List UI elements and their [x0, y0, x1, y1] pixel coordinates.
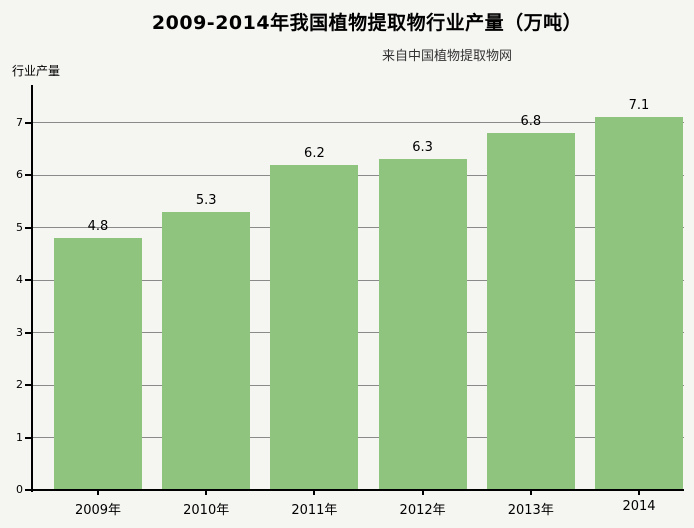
chart-title: 2009-2014年我国植物提取物行业产量（万吨） [151, 12, 583, 34]
bar [270, 164, 359, 490]
x-axis-tick [638, 490, 640, 495]
x-category-label: 2013年 [507, 503, 554, 518]
bar-value-label: 7.1 [628, 98, 650, 114]
y-tick-label: 0 [16, 483, 23, 496]
y-axis-title: 行业产量 [12, 64, 61, 78]
x-category-label: 2014 [622, 499, 656, 514]
bar-value-label: 5.3 [195, 192, 217, 208]
y-tick-label: 7 [16, 115, 23, 129]
x-axis-tick [97, 490, 99, 495]
bar [378, 159, 467, 490]
y-tick-label: 2 [16, 378, 23, 391]
bar [595, 117, 683, 490]
x-category-label: 2012年 [399, 503, 446, 518]
chart-subtitle: 来自中国植物提取物网 [381, 49, 513, 64]
y-axis-tick [25, 436, 33, 439]
y-axis-tick [25, 121, 33, 124]
bar-value-label: 6.3 [412, 140, 433, 156]
x-axis-tick [421, 490, 424, 495]
bar-value-label: 6.2 [304, 145, 325, 161]
x-axis-tick [313, 490, 316, 495]
gridline [33, 332, 684, 333]
y-axis-tick [25, 331, 33, 334]
gridline [33, 437, 684, 438]
bar [486, 133, 575, 490]
y-axis-line [31, 85, 33, 492]
bar [162, 211, 251, 490]
x-axis-tick [529, 490, 532, 495]
x-axis-tick [205, 490, 208, 495]
y-tick-label: 6 [16, 168, 23, 181]
y-tick-label: 3 [16, 325, 23, 339]
bar-value-label: 4.8 [87, 219, 109, 234]
gridline [33, 227, 684, 228]
y-axis-tick [25, 226, 33, 229]
gridline [33, 174, 684, 176]
y-tick-label: 4 [16, 273, 23, 286]
x-category-label: 2011年 [291, 503, 338, 518]
gridline [33, 279, 684, 281]
bar [54, 238, 142, 490]
y-axis-tick [25, 279, 33, 281]
y-tick-label: 1 [16, 430, 23, 444]
x-category-label: 2009年 [74, 503, 122, 518]
gridline [33, 122, 684, 123]
y-axis-tick [25, 384, 33, 386]
y-axis-tick [25, 174, 33, 176]
y-axis-tick [25, 489, 33, 491]
x-axis-line [31, 489, 684, 491]
bar-value-label: 6.8 [520, 114, 542, 129]
y-tick-label: 5 [16, 220, 23, 234]
gridline [33, 384, 684, 386]
x-category-label: 2010年 [183, 503, 230, 518]
